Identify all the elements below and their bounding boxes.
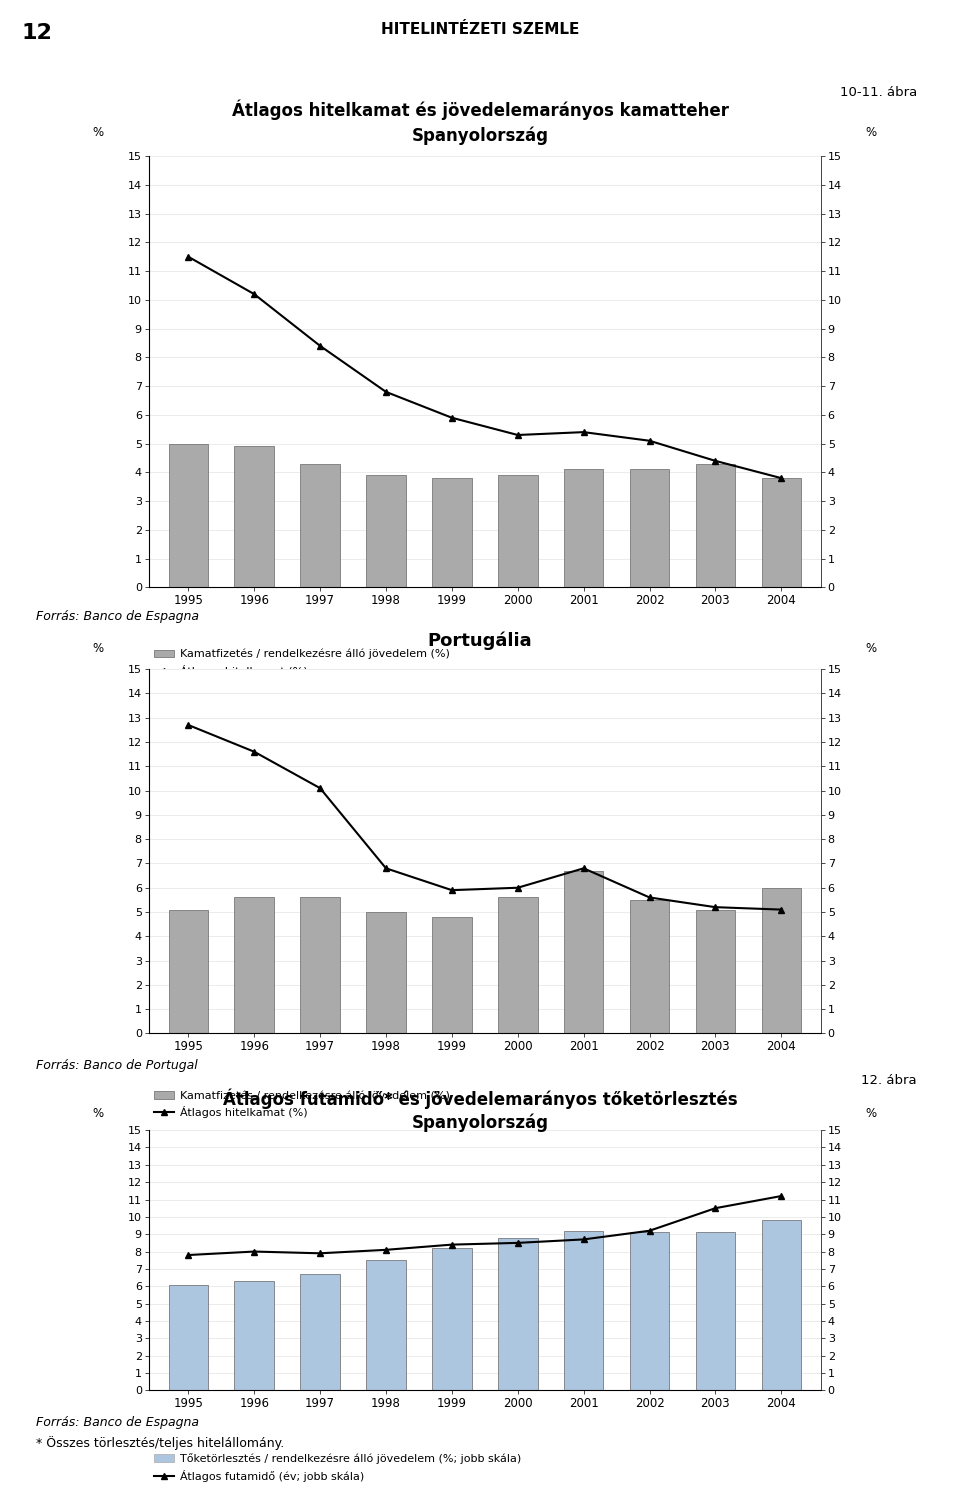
Text: 12: 12 bbox=[21, 22, 52, 43]
Legend: Kamatfizetés / rendelkezésre álló jövedelem (%), Átlagos hitelkamat (%): Kamatfizetés / rendelkezésre álló jövede… bbox=[155, 1090, 450, 1118]
Bar bbox=[761, 479, 801, 587]
Bar bbox=[761, 888, 801, 1033]
Bar bbox=[169, 1285, 208, 1390]
Bar bbox=[498, 476, 538, 587]
Text: %: % bbox=[93, 126, 104, 138]
Text: %: % bbox=[866, 641, 876, 654]
Bar bbox=[761, 1221, 801, 1390]
Bar bbox=[300, 898, 340, 1033]
Bar bbox=[169, 910, 208, 1033]
Text: Forrás: Banco de Portugal: Forrás: Banco de Portugal bbox=[36, 1059, 198, 1072]
Bar bbox=[366, 476, 406, 587]
Text: %: % bbox=[93, 1106, 104, 1120]
Bar bbox=[432, 1248, 471, 1390]
Legend: Tőketörlesztés / rendelkezésre álló jövedelem (%; jobb skála), Átlagos futamidő : Tőketörlesztés / rendelkezésre álló jöve… bbox=[155, 1453, 521, 1481]
Text: Portugália: Portugália bbox=[428, 632, 532, 650]
Text: %: % bbox=[93, 641, 104, 654]
Text: Forrás: Banco de Espagna: Forrás: Banco de Espagna bbox=[36, 610, 200, 623]
Bar bbox=[630, 900, 669, 1033]
Bar bbox=[696, 1233, 735, 1390]
Text: HITELINTÉZETI SZEMLE: HITELINTÉZETI SZEMLE bbox=[381, 22, 579, 37]
Text: %: % bbox=[866, 126, 876, 138]
Text: Forrás: Banco de Espagna: Forrás: Banco de Espagna bbox=[36, 1416, 200, 1429]
Bar bbox=[432, 479, 471, 587]
Text: Átlagos hitelkamat és jövedelemarányos kamatteher: Átlagos hitelkamat és jövedelemarányos k… bbox=[231, 100, 729, 120]
Text: Spanyolország: Spanyolország bbox=[412, 126, 548, 144]
Bar bbox=[696, 910, 735, 1033]
Bar bbox=[234, 1280, 274, 1390]
Text: %: % bbox=[866, 1106, 876, 1120]
Bar bbox=[169, 443, 208, 587]
Bar bbox=[696, 464, 735, 587]
Bar bbox=[498, 1237, 538, 1390]
Text: 12. ábra: 12. ábra bbox=[861, 1074, 917, 1087]
Bar bbox=[366, 912, 406, 1033]
Text: 10-11. ábra: 10-11. ábra bbox=[840, 86, 917, 100]
Text: Spanyolország: Spanyolország bbox=[412, 1114, 548, 1132]
Bar bbox=[564, 470, 604, 587]
Bar bbox=[234, 898, 274, 1033]
Bar bbox=[564, 1231, 604, 1390]
Bar bbox=[432, 917, 471, 1033]
Bar bbox=[300, 464, 340, 587]
Bar bbox=[366, 1261, 406, 1390]
Legend: Kamatfizetés / rendelkezésre álló jövedelem (%), Átlagos hitelkamat (%): Kamatfizetés / rendelkezésre álló jövede… bbox=[155, 648, 450, 677]
Text: Átlagos futamidő* és jövedelemarányos tőketörlesztés: Átlagos futamidő* és jövedelemarányos tő… bbox=[223, 1088, 737, 1109]
Text: * Összes törlesztés/teljes hitelállomány.: * Összes törlesztés/teljes hitelállomány… bbox=[36, 1436, 285, 1450]
Bar bbox=[630, 470, 669, 587]
Bar bbox=[564, 871, 604, 1033]
Bar bbox=[234, 446, 274, 587]
Bar bbox=[630, 1233, 669, 1390]
Bar bbox=[300, 1274, 340, 1390]
Bar bbox=[498, 898, 538, 1033]
